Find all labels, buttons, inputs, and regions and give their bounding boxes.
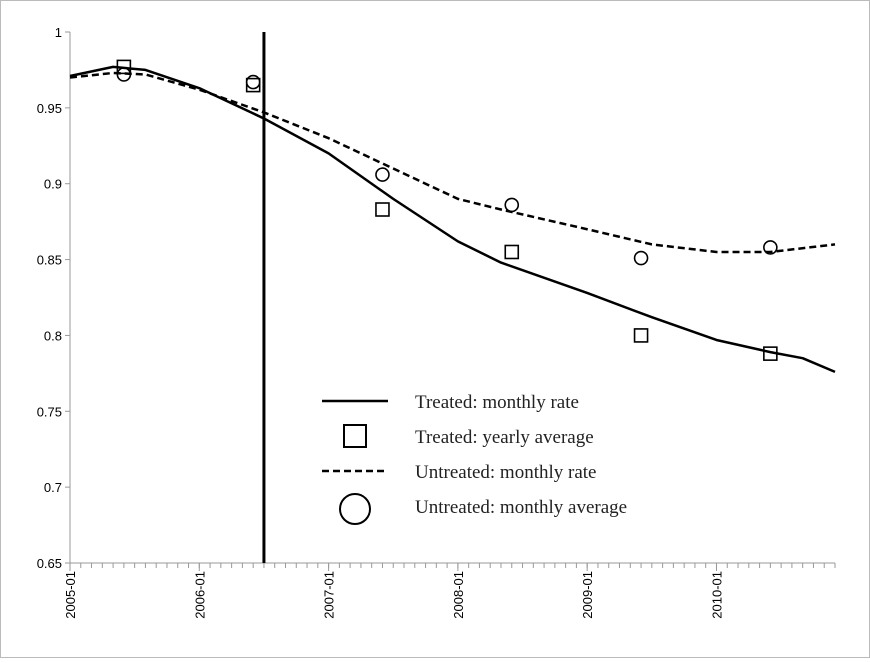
- circle-marker: [375, 167, 390, 182]
- y-tick-label: 0.65: [37, 556, 62, 571]
- x-tick-label: 2009-01: [580, 571, 595, 619]
- square-marker: [633, 328, 649, 343]
- square-marker: [504, 244, 520, 260]
- y-tick-label: 0.85: [37, 253, 62, 268]
- circle-marker: [633, 250, 649, 266]
- circle-marker: [763, 240, 778, 255]
- legend-label: Untreated: monthly average: [415, 497, 627, 518]
- legend-swatch: [343, 424, 367, 448]
- y-tick-label: 0.75: [37, 404, 62, 419]
- x-tick-label: 2007-01: [322, 571, 337, 619]
- x-tick-label: 2006-01: [192, 571, 207, 619]
- square-marker: [245, 77, 261, 93]
- y-tick-label: 1: [55, 25, 62, 40]
- y-tick-label: 0.7: [44, 480, 62, 495]
- legend-label: Treated: monthly rate: [415, 392, 579, 413]
- series-line: [69, 65, 836, 373]
- legend-label: Treated: yearly average: [415, 427, 594, 448]
- x-tick-label: 2008-01: [451, 571, 466, 619]
- series-line: [69, 71, 836, 254]
- square-marker: [375, 202, 390, 217]
- circle-marker: [504, 197, 520, 213]
- x-tick-label: 2010-01: [709, 571, 724, 619]
- legend-label: Untreated: monthly rate: [415, 462, 597, 483]
- square-marker: [763, 346, 778, 361]
- y-tick-label: 0.8: [44, 328, 62, 343]
- circle-marker: [245, 74, 261, 90]
- x-tick-label: 2005-01: [63, 571, 78, 619]
- y-tick-label: 0.9: [44, 177, 62, 192]
- square-marker: [116, 59, 132, 75]
- legend-swatch: [339, 493, 371, 525]
- circle-marker: [116, 67, 132, 82]
- y-tick-label: 0.95: [37, 101, 62, 116]
